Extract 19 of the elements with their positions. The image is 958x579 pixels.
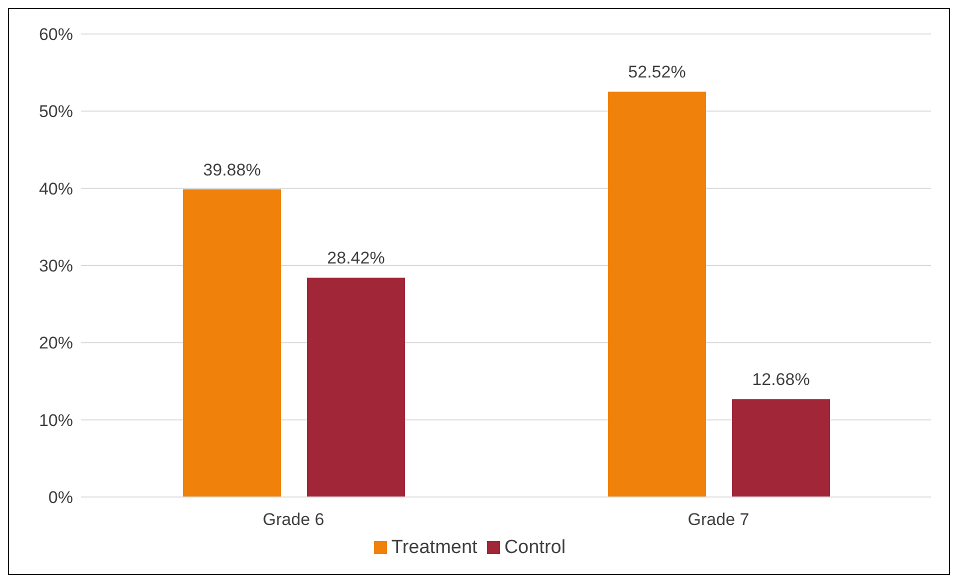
legend-label: Treatment <box>391 537 478 558</box>
x-tick-label: Grade 7 <box>688 510 750 530</box>
y-tick-label: 30% <box>38 256 73 276</box>
data-label: 28.42% <box>327 248 385 268</box>
data-label: 12.68% <box>752 370 810 390</box>
x-tick-label: Grade 6 <box>262 510 324 530</box>
data-label: 52.52% <box>628 62 686 82</box>
y-tick-label: 0% <box>48 488 73 508</box>
y-tick-label: 40% <box>38 179 73 198</box>
bar <box>183 189 281 497</box>
y-tick-label: 20% <box>38 334 73 353</box>
bar <box>608 92 706 497</box>
bar <box>732 399 830 497</box>
y-tick-label: 50% <box>38 102 73 122</box>
legend-label: Control <box>504 537 566 558</box>
y-tick-label: 10% <box>38 410 73 430</box>
y-tick-label: 60% <box>38 25 73 44</box>
data-label: 39.88% <box>203 160 261 180</box>
bar <box>307 278 405 497</box>
